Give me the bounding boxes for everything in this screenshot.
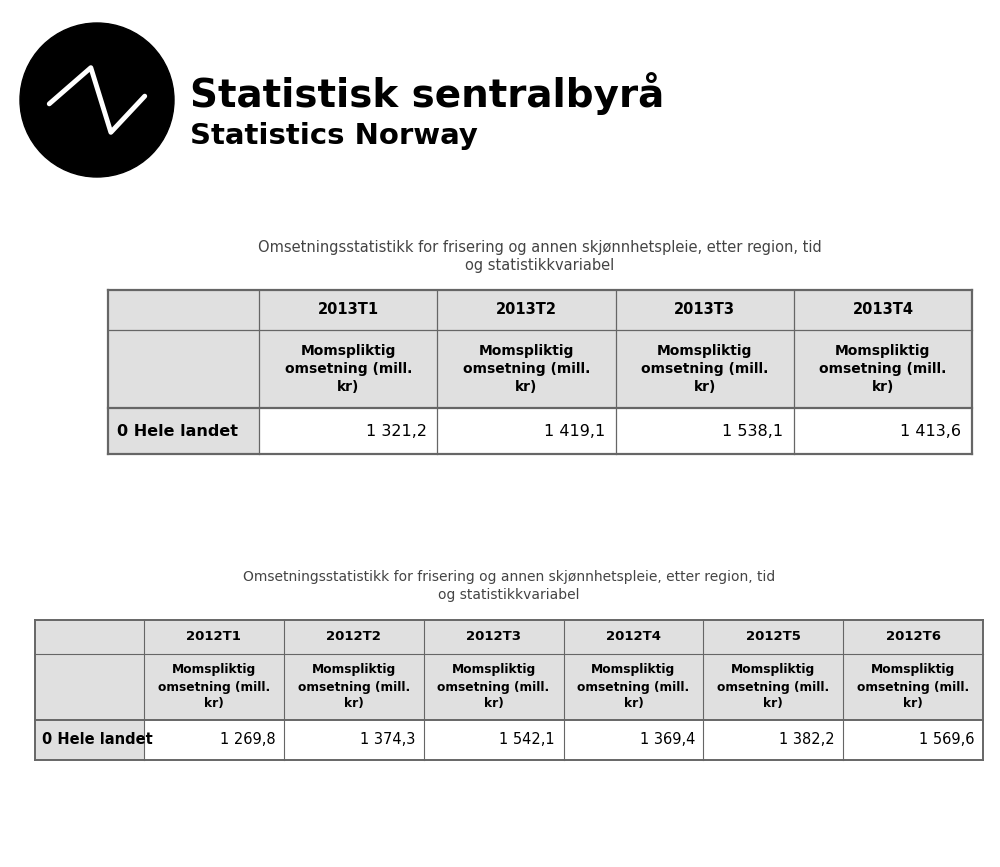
Text: 0 Hele landet: 0 Hele landet [117,423,238,439]
Text: Momspliktig
omsetning (mill.
kr): Momspliktig omsetning (mill. kr) [577,663,690,710]
Text: Momspliktig
omsetning (mill.
kr): Momspliktig omsetning (mill. kr) [641,343,768,394]
Text: Momspliktig
omsetning (mill.
kr): Momspliktig omsetning (mill. kr) [819,343,947,394]
Text: 1 419,1: 1 419,1 [544,423,605,439]
Text: Momspliktig
omsetning (mill.
kr): Momspliktig omsetning (mill. kr) [437,663,550,710]
Bar [35,620,983,720]
Text: 2013T2: 2013T2 [496,303,557,317]
Bar [108,290,972,408]
Text: 1 369,4: 1 369,4 [640,733,695,747]
Text: 2012T5: 2012T5 [746,630,801,643]
Text: 1 542,1: 1 542,1 [499,733,555,747]
Bar [35,720,144,760]
Text: 2012T1: 2012T1 [186,630,241,643]
Text: Momspliktig
omsetning (mill.
kr): Momspliktig omsetning (mill. kr) [158,663,270,710]
Text: 0 Hele landet: 0 Hele landet [42,733,152,747]
Text: 2012T4: 2012T4 [606,630,661,643]
Text: Momspliktig
omsetning (mill.
kr): Momspliktig omsetning (mill. kr) [463,343,590,394]
Text: 2012T6: 2012T6 [886,630,941,643]
Text: 1 569,6: 1 569,6 [919,733,975,747]
Text: og statistikkvariabel: og statistikkvariabel [438,588,580,602]
Text: Omsetningsstatistikk for frisering og annen skjønnhetspleie, etter region, tid: Omsetningsstatistikk for frisering og an… [258,240,822,255]
Text: 1 321,2: 1 321,2 [366,423,427,439]
Text: 2012T2: 2012T2 [326,630,381,643]
Text: 1 413,6: 1 413,6 [900,423,961,439]
Text: 1 374,3: 1 374,3 [360,733,415,747]
Ellipse shape [20,23,174,177]
Text: 2013T1: 2013T1 [318,303,379,317]
Text: 2013T4: 2013T4 [852,303,913,317]
Text: Statistics Norway: Statistics Norway [190,122,478,150]
Text: Omsetningsstatistikk for frisering og annen skjønnhetspleie, etter region, tid: Omsetningsstatistikk for frisering og an… [243,570,775,584]
Text: 1 269,8: 1 269,8 [220,733,275,747]
Text: Momspliktig
omsetning (mill.
kr): Momspliktig omsetning (mill. kr) [717,663,829,710]
Text: 1 538,1: 1 538,1 [722,423,783,439]
Text: Momspliktig
omsetning (mill.
kr): Momspliktig omsetning (mill. kr) [285,343,412,394]
Text: 2013T3: 2013T3 [674,303,735,317]
Text: 1 382,2: 1 382,2 [779,733,835,747]
Text: Momspliktig
omsetning (mill.
kr): Momspliktig omsetning (mill. kr) [857,663,969,710]
Text: Statistisk sentralbyrå: Statistisk sentralbyrå [190,72,664,115]
Text: og statistikkvariabel: og statistikkvariabel [465,258,615,273]
Text: Momspliktig
omsetning (mill.
kr): Momspliktig omsetning (mill. kr) [298,663,410,710]
Text: 2012T3: 2012T3 [466,630,521,643]
Bar [108,408,259,454]
